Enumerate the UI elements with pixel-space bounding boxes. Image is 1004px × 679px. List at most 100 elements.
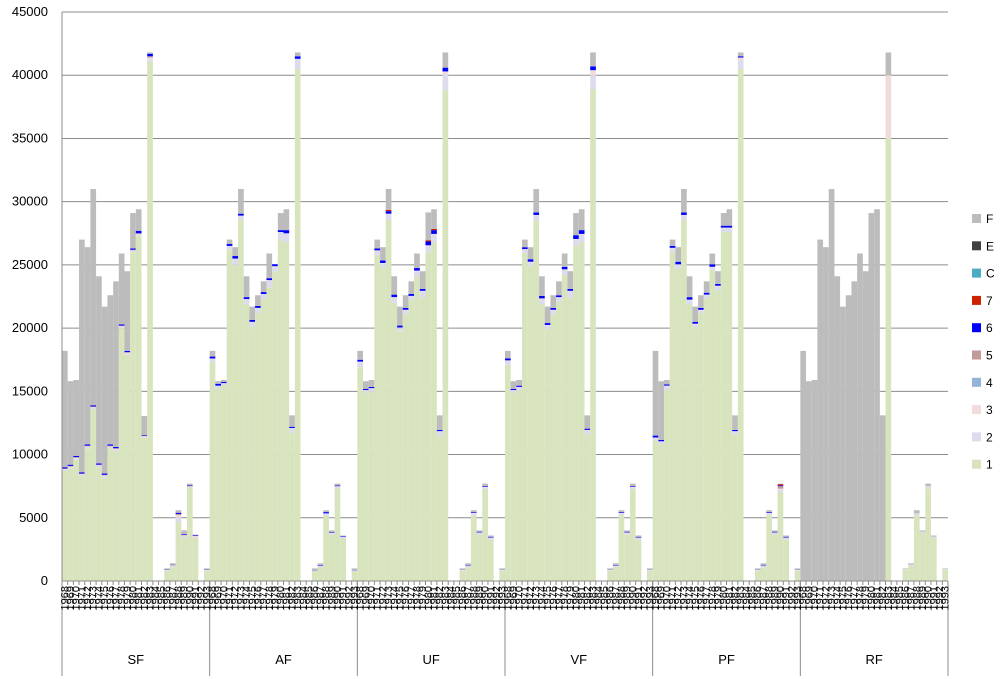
x-tick-label: 1972	[377, 586, 389, 610]
x-tick-label: 1981	[576, 586, 588, 610]
x-tick-label: 1974	[684, 586, 696, 610]
bar-segment-AF-1972-sF	[232, 247, 239, 257]
x-tick-label: 1981	[133, 586, 145, 610]
bar-segment-RF-1989-s2	[919, 531, 926, 533]
legend-swatch-7	[972, 295, 981, 305]
bar-segment-AF-1980-sF	[277, 213, 284, 231]
bar-segment-UF-1982-s2	[436, 431, 443, 436]
bar-segment-UF-1987-s1	[465, 567, 471, 581]
bar-segment-PF-1993-s2	[794, 570, 801, 571]
bar-segment-UF-1990-s1	[482, 488, 488, 581]
bar-segment-PF-1975-s1	[692, 326, 699, 581]
bar-segment-SF-1986-sF	[164, 568, 170, 570]
bar-segment-AF-1973-s2	[238, 215, 244, 220]
bar-segment-SF-1976-sF	[107, 295, 114, 445]
bar-segment-SF-1983-s1	[147, 61, 153, 581]
bar-segment-AF-1974-sF	[243, 276, 250, 298]
bar-segment-RF-1982-sF	[879, 415, 886, 581]
bar-segment-RF-1988-s1	[913, 515, 920, 581]
x-tick-label: 1976	[548, 586, 560, 610]
group-label-UF: UF	[422, 652, 439, 667]
x-tick-label: 1993	[792, 586, 804, 610]
bar-segment-SF-1979-sF	[124, 271, 131, 351]
bar-segment-PF-1988-s3	[766, 512, 772, 514]
x-tick-label: 1983	[883, 586, 895, 610]
group-label-RF: RF	[865, 652, 882, 667]
bar-segment-PF-1973-s1	[681, 219, 687, 581]
x-tick-label: 1978	[559, 586, 571, 610]
bar-segment-SF-1981-s3	[135, 233, 142, 235]
bar-segment-PF-1986-sF	[754, 568, 761, 570]
bar-segment-PF-1978-s1	[709, 269, 716, 581]
bar-segment-SF-1969-s1	[67, 468, 74, 581]
bar-segment-PF-1991-s6	[783, 536, 789, 538]
bar-segment-PF-1975-s2	[692, 324, 699, 327]
x-tick-label: 1988	[764, 586, 776, 610]
bar-segment-UF-1978-s1	[414, 276, 420, 581]
bar-segment-AF-1975-s2	[249, 321, 256, 327]
x-tick-label: 1990	[332, 586, 344, 610]
bar-segment-VF-1974-sF	[539, 276, 545, 296]
bar-segment-AF-1978-s2	[266, 280, 273, 288]
bar-segment-UF-1976-s1	[402, 314, 409, 581]
x-tick-label: 1992	[343, 586, 355, 610]
bar-segment-VF-1990-s1	[629, 488, 636, 581]
bar-segment-AF-1981-s1	[283, 242, 290, 581]
bar-segment-AF-1979-s1	[272, 271, 278, 581]
bar-segment-SF-1993-sF	[203, 568, 210, 570]
bar-segment-SF-1981-s1	[135, 235, 142, 581]
bar-segment-SF-1972-sF	[84, 247, 91, 445]
bar-segment-SF-1976-s6	[107, 444, 114, 446]
bar-segment-SF-1979-s1	[124, 354, 131, 581]
bar-segment-PF-1968-s1	[652, 440, 659, 581]
bar-segment-SF-1974-s2	[96, 465, 102, 468]
bar-segment-SF-1974-s5	[96, 464, 102, 466]
bar-segment-PF-1990-sF	[777, 483, 784, 485]
bar-segment-UF-1970-s2	[368, 388, 375, 392]
y-tick-label: 10000	[12, 447, 48, 462]
bar-segment-SF-1988-s1	[175, 521, 182, 581]
bar-segment-UF-1991-s2	[487, 538, 494, 540]
bar-segment-SF-1989-s6	[181, 533, 187, 535]
x-tick-label: 1979	[417, 586, 429, 610]
bar-segment-SF-1990-sF	[186, 483, 193, 486]
bar-segment-VF-1993-s2	[646, 570, 653, 571]
bar-segment-VF-1978-s2	[561, 269, 568, 276]
bar-segment-SF-1989-s1	[181, 538, 187, 581]
bar-segment-SF-1987-s1	[169, 567, 176, 581]
bar-segment-SF-1970-s5	[73, 457, 80, 458]
bar-segment-VF-1991-sF	[635, 535, 642, 537]
x-tick-label: 1968	[59, 586, 71, 610]
bar-segment-PF-1977-s3	[703, 294, 710, 296]
bar-segment-PF-1971-s3	[669, 247, 676, 249]
bar-segment-AF-1986-sF	[311, 568, 318, 570]
bar-segment-SF-1982-s6	[141, 434, 148, 436]
bar-segment-RF-1989-sF	[919, 530, 926, 532]
x-tick-label: 1985	[304, 586, 316, 610]
bar-segment-PF-1977-s2	[703, 295, 710, 298]
bar-segment-PF-1975-s3	[692, 323, 699, 325]
y-tick-label: 30000	[12, 194, 48, 209]
bar-segment-PF-1973-s6	[681, 212, 687, 215]
x-tick-label: 1991	[781, 586, 793, 610]
bar-segment-VF-1983-s2	[590, 75, 596, 90]
bar-segment-UF-1982-s6	[436, 429, 443, 432]
bar-segment-SF-1979-s2	[124, 353, 131, 355]
bar-segment-VF-1981-s1	[578, 242, 585, 581]
bar-segment-UF-1990-s2	[482, 487, 488, 489]
bar-segment-UF-1990-s3	[482, 486, 488, 488]
bar-segment-AF-1989-s1	[328, 534, 335, 581]
bar-segment-AF-1980-s2	[277, 232, 284, 240]
x-tick-label: 1969	[656, 586, 668, 610]
bar-segment-AF-1980-s6	[277, 230, 284, 233]
x-tick-label: 1984	[446, 586, 458, 610]
bar-segment-PF-1974-s1	[686, 304, 693, 581]
bar-segment-SF-1968-sF	[62, 350, 68, 468]
bar-segment-SF-1968-s6	[62, 467, 68, 469]
bar-segment-SF-1975-sF	[101, 306, 108, 474]
bar-segment-VF-1989-s6	[624, 531, 630, 533]
bar-segment-AF-1983-s6	[294, 56, 301, 59]
x-tick-label: 1980	[718, 586, 730, 610]
x-tick-label: 1978	[854, 586, 866, 610]
bar-segment-VF-1968-s2	[505, 360, 511, 365]
